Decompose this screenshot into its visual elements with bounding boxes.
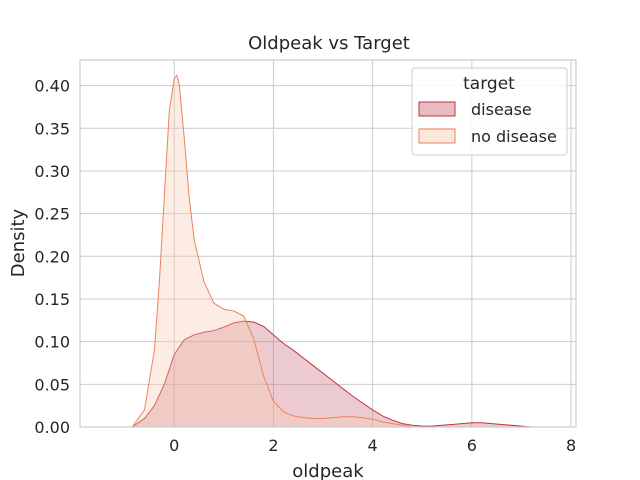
y-tick-label: 0.35 xyxy=(34,119,70,138)
legend: target disease no disease xyxy=(411,67,568,156)
legend-label-disease: disease xyxy=(471,100,532,119)
y-tick-label: 0.00 xyxy=(34,418,70,437)
x-tick-label: 8 xyxy=(566,436,576,455)
density-line-disease xyxy=(131,320,532,428)
legend-swatch-no-disease xyxy=(418,128,456,144)
y-axis-title: Density xyxy=(8,208,29,277)
plot-frame xyxy=(79,59,577,428)
y-tick-label: 0.05 xyxy=(34,375,70,394)
x-axis-title: oldpeak xyxy=(292,461,364,480)
y-tick-label: 0.40 xyxy=(34,77,70,96)
x-tick-label: 6 xyxy=(467,436,477,455)
density-area-disease xyxy=(132,321,532,427)
y-tick-label: 0.30 xyxy=(34,162,70,181)
y-axis-ticks: 0.00 0.05 0.10 0.15 0.20 0.25 0.30 0.35 0.40 xyxy=(34,77,70,437)
x-tick-label: 2 xyxy=(268,436,278,455)
legend-label-no-disease: no disease xyxy=(471,127,557,146)
density-areas xyxy=(131,74,532,428)
density-line-no-disease xyxy=(131,74,413,428)
y-tick-label: 0.25 xyxy=(34,205,70,224)
x-tick-label: 0 xyxy=(169,436,179,455)
legend-box xyxy=(411,67,568,156)
y-tick-label: 0.15 xyxy=(34,290,70,309)
density-area-no-disease xyxy=(132,75,413,428)
y-tick-label: 0.10 xyxy=(34,333,70,352)
x-tick-label: 4 xyxy=(368,436,378,455)
chart-title: Oldpeak vs Target xyxy=(248,33,410,54)
legend-swatch-disease xyxy=(418,101,456,117)
legend-title: target xyxy=(463,74,515,94)
y-tick-label: 0.20 xyxy=(34,247,70,266)
plot-border xyxy=(79,59,577,428)
x-axis-ticks: 0 2 4 6 8 xyxy=(169,436,576,455)
